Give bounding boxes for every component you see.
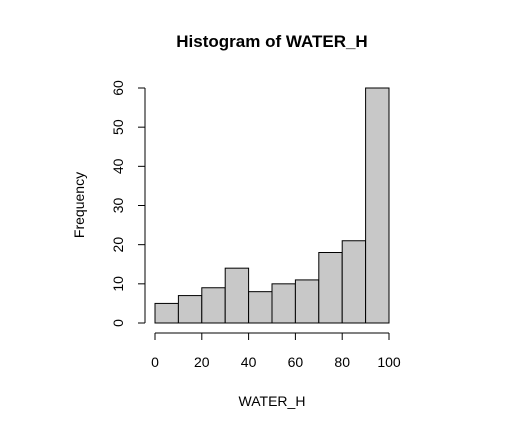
histogram-bar-0 bbox=[155, 303, 178, 323]
x-axis-label: WATER_H bbox=[239, 393, 306, 409]
histogram-bar-5 bbox=[272, 284, 295, 323]
x-tick-label: 0 bbox=[151, 354, 159, 370]
histogram-bar-6 bbox=[295, 280, 318, 323]
chart-title: Histogram of WATER_H bbox=[176, 32, 367, 51]
y-tick-label: 10 bbox=[110, 276, 126, 292]
histogram-bar-8 bbox=[342, 241, 365, 323]
histogram-bar-4 bbox=[249, 292, 272, 323]
histogram-bar-9 bbox=[366, 88, 389, 323]
x-tick-label: 60 bbox=[288, 354, 304, 370]
y-tick-label: 20 bbox=[110, 237, 126, 253]
y-tick-label: 50 bbox=[110, 119, 126, 135]
y-tick-label: 40 bbox=[110, 158, 126, 174]
y-tick-label: 0 bbox=[110, 319, 126, 327]
histogram-bar-3 bbox=[225, 268, 248, 323]
x-axis: 0 20 40 60 80 100 bbox=[151, 333, 401, 370]
histogram-bar-2 bbox=[202, 288, 225, 323]
histogram-bar-1 bbox=[178, 296, 201, 323]
y-axis: 0 10 20 30 40 50 60 bbox=[110, 80, 145, 327]
histogram-bar-7 bbox=[319, 253, 342, 324]
y-axis-label: Frequency bbox=[71, 172, 87, 238]
x-tick-label: 20 bbox=[194, 354, 210, 370]
x-tick-label: 80 bbox=[334, 354, 350, 370]
x-tick-label: 100 bbox=[377, 354, 401, 370]
y-tick-label: 30 bbox=[110, 198, 126, 214]
x-tick-label: 40 bbox=[241, 354, 257, 370]
y-tick-label: 60 bbox=[110, 80, 126, 96]
bars-group bbox=[155, 88, 389, 323]
